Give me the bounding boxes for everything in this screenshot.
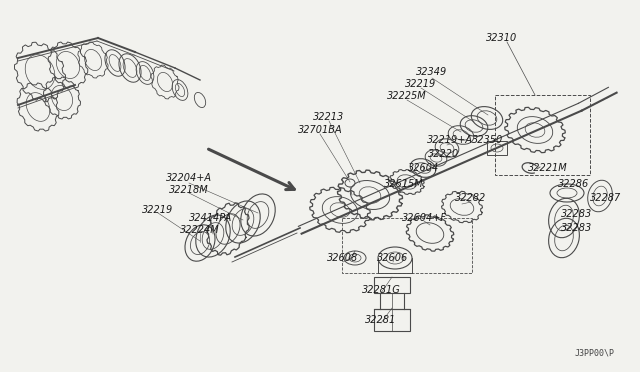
Text: J3PP00\P: J3PP00\P xyxy=(575,348,615,357)
Text: 32281: 32281 xyxy=(365,315,397,325)
Text: 32606: 32606 xyxy=(378,253,408,263)
Text: 32286: 32286 xyxy=(558,179,589,189)
Bar xyxy=(374,309,410,331)
Text: 32225M: 32225M xyxy=(387,91,427,101)
Text: 32608: 32608 xyxy=(328,253,358,263)
Bar xyxy=(495,95,590,175)
Text: 32604+F: 32604+F xyxy=(401,213,447,223)
Text: 32282: 32282 xyxy=(456,193,486,203)
Text: 32350: 32350 xyxy=(472,135,504,145)
Text: 32310: 32310 xyxy=(486,33,518,43)
Text: 32221M: 32221M xyxy=(528,163,568,173)
Text: 32701BA: 32701BA xyxy=(298,125,342,135)
Text: 32615M: 32615M xyxy=(384,179,424,189)
Text: 32283: 32283 xyxy=(561,209,593,219)
Text: 32414PA: 32414PA xyxy=(189,213,232,223)
Text: 32220: 32220 xyxy=(428,149,460,159)
Text: 32219: 32219 xyxy=(405,79,436,89)
Bar xyxy=(342,218,472,273)
Text: 32281G: 32281G xyxy=(362,285,401,295)
Text: 32224M: 32224M xyxy=(180,225,220,235)
Bar xyxy=(374,277,410,293)
Text: 32213: 32213 xyxy=(314,112,344,122)
Text: 32287: 32287 xyxy=(590,193,621,203)
Text: 32349: 32349 xyxy=(417,67,447,77)
Text: 32204+A: 32204+A xyxy=(166,173,212,183)
Text: 32219+A: 32219+A xyxy=(427,135,473,145)
Text: 32218M: 32218M xyxy=(169,185,209,195)
Text: 32604: 32604 xyxy=(408,163,440,173)
Text: 32283: 32283 xyxy=(561,223,593,233)
Bar xyxy=(487,141,507,155)
Text: 32219: 32219 xyxy=(142,205,173,215)
